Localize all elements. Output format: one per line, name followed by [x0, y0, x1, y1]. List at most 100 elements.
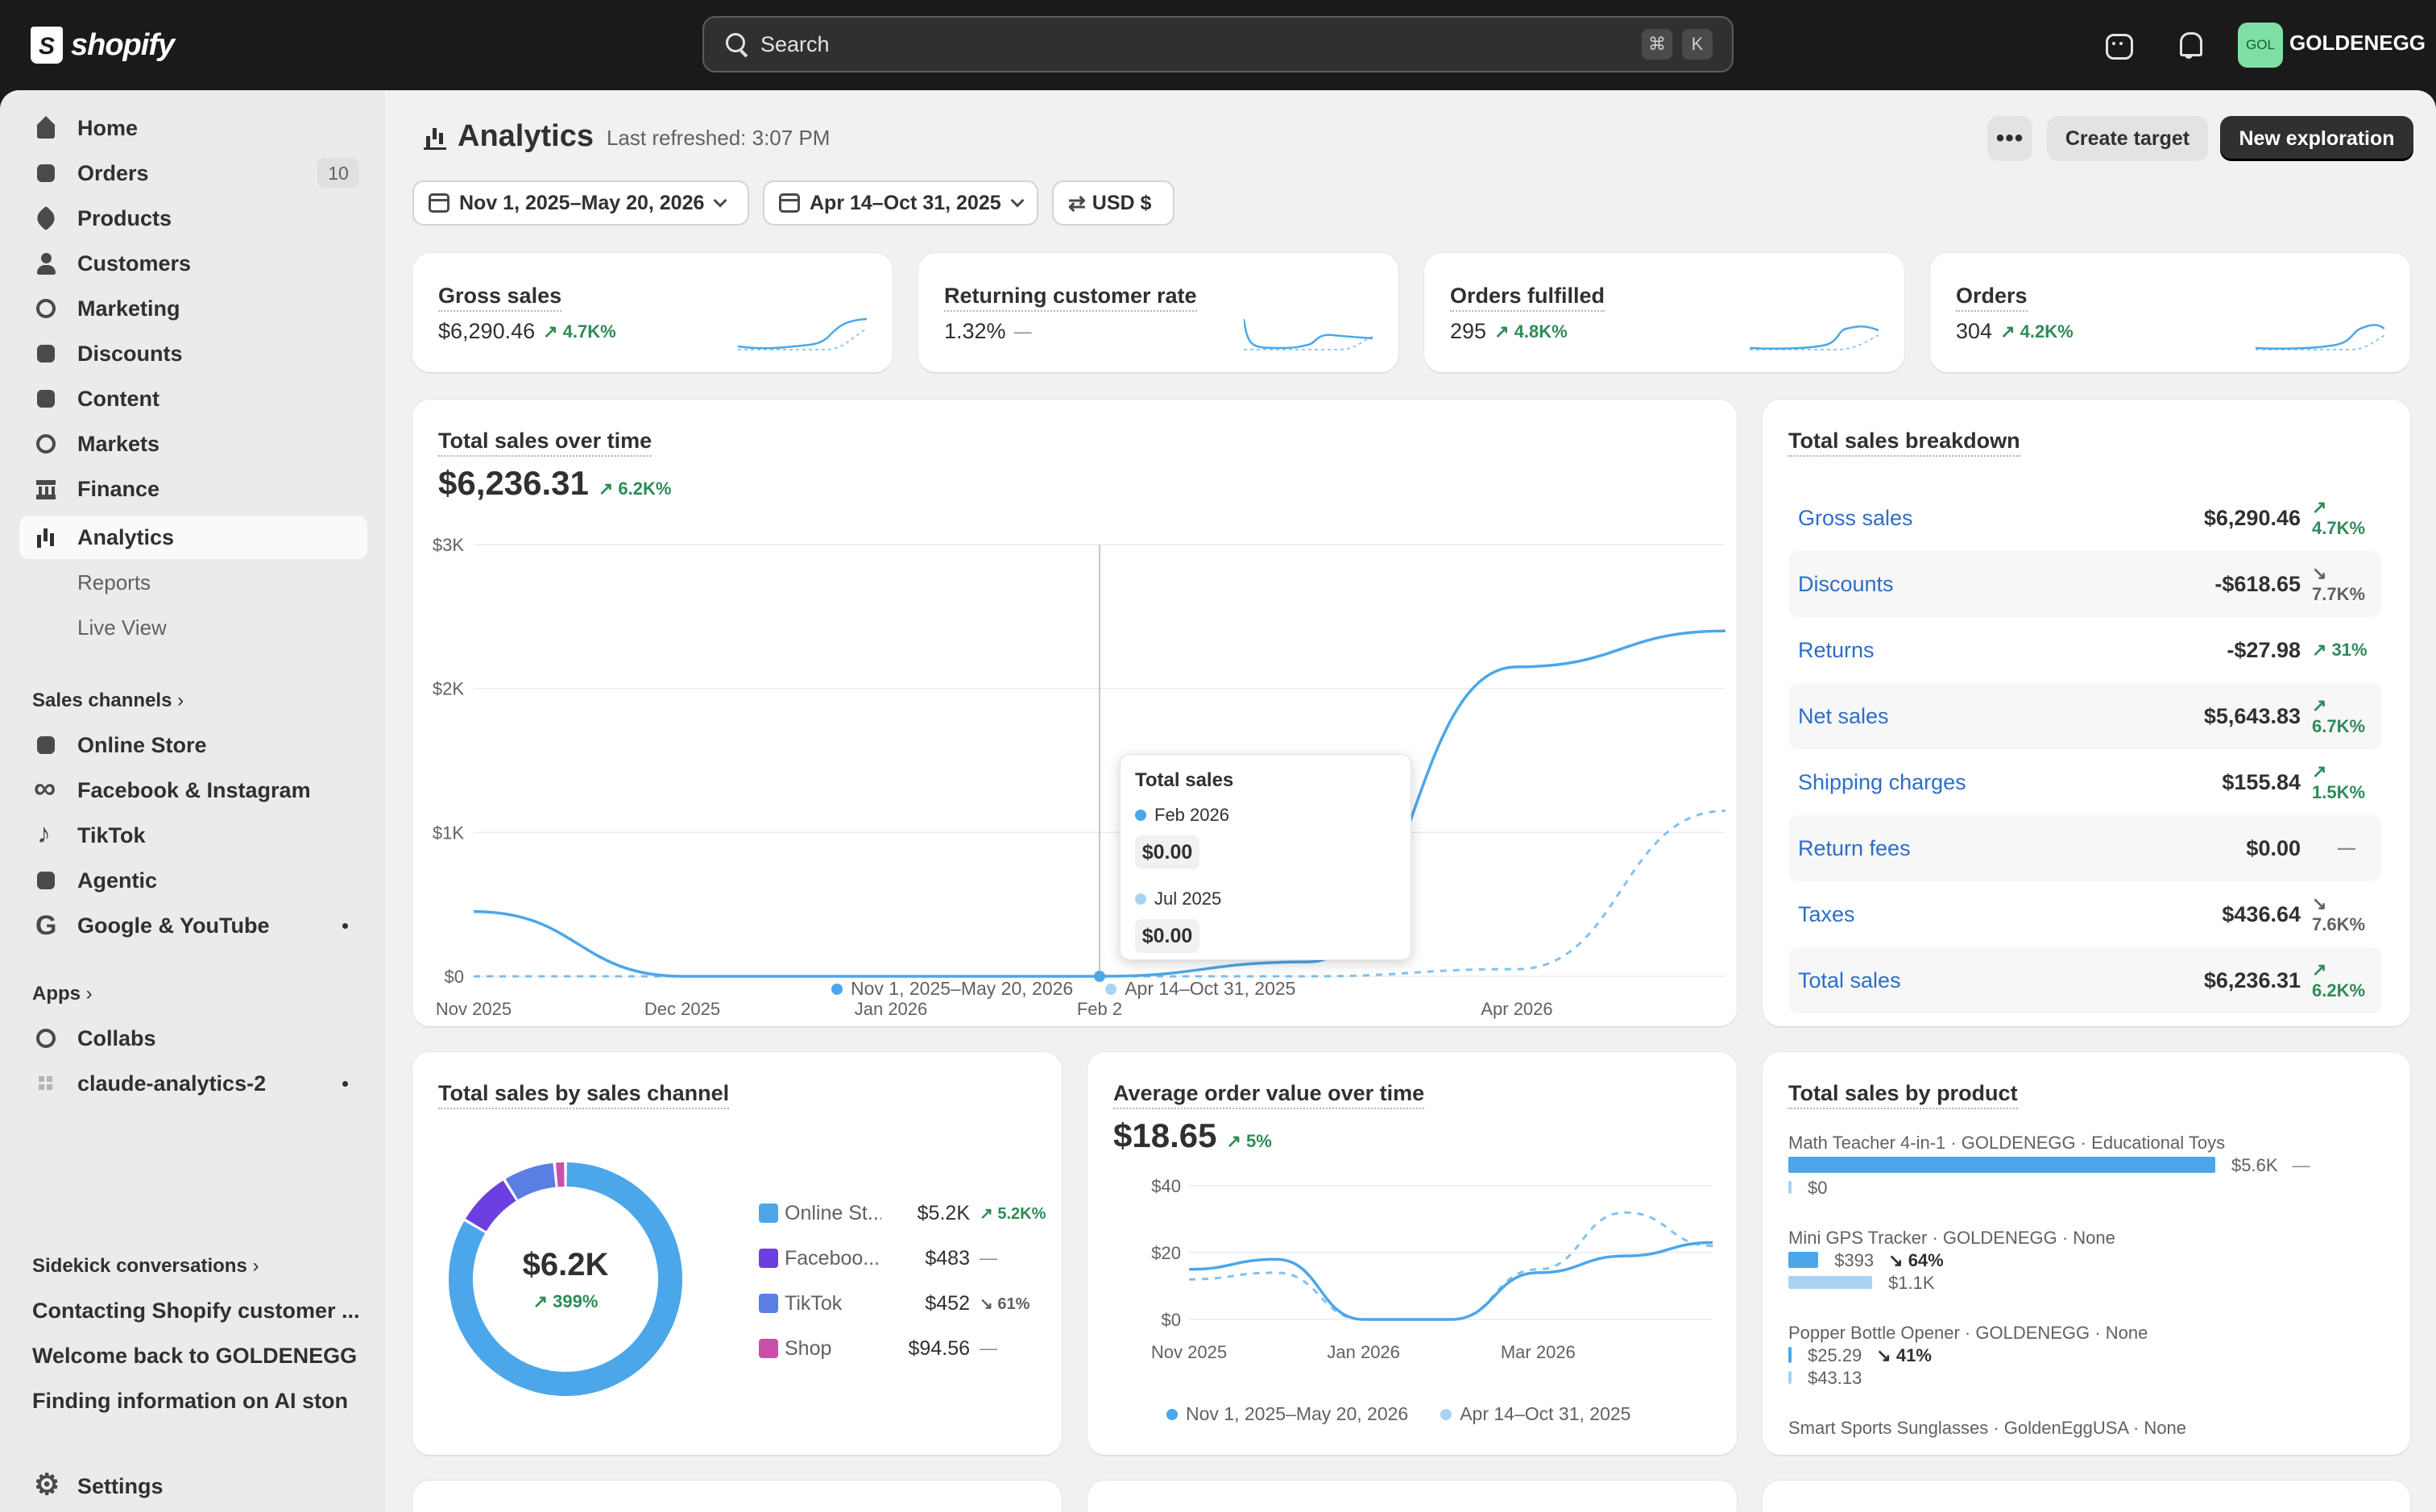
breakdown-label[interactable]: Shipping charges [1798, 769, 1966, 794]
sales-channel-donut-chart[interactable] [412, 1052, 1062, 1455]
product-bar-previous[interactable] [1788, 1276, 1873, 1289]
product-name[interactable]: Math Teacher 4-in-1 · GOLDENEGG · Educat… [1788, 1133, 2226, 1153]
sidebar-item-label: Agentic [77, 868, 158, 893]
legend-current[interactable]: Nov 1, 2025–May 20, 2026 [1186, 1403, 1409, 1424]
sidebar-item-live-view[interactable]: Live View [77, 615, 167, 640]
breakdown-row[interactable]: Gross sales $6,290.46 ↗ 4.7K% [1788, 485, 2381, 551]
card-title[interactable]: Total sales by sales channel [438, 1081, 730, 1109]
analytics-icon [424, 125, 448, 150]
sidebar-item-claude-analytics[interactable]: claude-analytics-2 [19, 1062, 367, 1105]
channel-legend-row[interactable]: Online St... $5.2K ↗ 5.2K% [759, 1197, 1065, 1229]
conversation-item[interactable]: Contacting Shopify customer ... [32, 1299, 360, 1323]
channel-legend-row[interactable]: Shop $94.56 — [759, 1332, 1065, 1365]
breakdown-value: -$27.98 [2227, 637, 2301, 662]
sidebar-item-content[interactable]: Content [19, 377, 367, 420]
breakdown-label[interactable]: Net sales [1798, 703, 1889, 728]
breakdown-label[interactable]: Discounts [1798, 571, 1894, 596]
more-actions-button[interactable]: ••• [1987, 116, 2032, 161]
bell-icon[interactable] [2173, 29, 2206, 61]
kpi-card-returning-customer-rate[interactable]: Returning customer rate 1.32% — [918, 253, 1398, 372]
sidebar-item-products[interactable]: Products [19, 197, 367, 240]
kpi-card-gross-sales[interactable]: Gross sales $6,290.46 ↗ 4.7K% [412, 253, 893, 372]
store-name[interactable]: GOLDENEGG [2289, 31, 2426, 55]
sidebar-item-settings[interactable]: Settings [19, 1464, 367, 1508]
product-bar-previous[interactable] [1788, 1181, 1792, 1194]
product-bar-current[interactable] [1788, 1157, 2215, 1173]
sidebar-item-analytics[interactable]: Analytics [19, 516, 367, 559]
sidebar-item-facebook-instagram[interactable]: Facebook & Instagram [19, 768, 367, 812]
breakdown-row[interactable]: Net sales $5,643.83 ↗ 6.7K% [1788, 683, 2381, 749]
legend-previous[interactable]: Apr 14–Oct 31, 2025 [1125, 978, 1296, 999]
search-input[interactable]: Search [760, 31, 830, 56]
breakdown-label[interactable]: Taxes [1798, 901, 1855, 926]
legend-current[interactable]: Nov 1, 2025–May 20, 2026 [851, 978, 1074, 999]
sidebar-item-agentic[interactable]: Agentic [19, 859, 367, 902]
sidebar-item-reports[interactable]: Reports [77, 570, 151, 594]
sidebar-item-google-youtube[interactable]: Google & YouTube [19, 904, 367, 947]
donut-slice[interactable] [449, 1162, 682, 1396]
channel-legend-row[interactable]: TikTok $452 ↘ 61% [759, 1287, 1065, 1319]
total-sales-line-chart[interactable]: $3K $2K $1K $0 Nov 2025 Dec 2025 Jan 2026 Feb 2… [412, 400, 1737, 1026]
card-title[interactable]: Total sales over time [438, 429, 652, 457]
channel-change: ↘ 61% [980, 1295, 1030, 1313]
card-title[interactable]: Average order value over time [1113, 1081, 1425, 1109]
sidekick-icon[interactable] [2102, 29, 2135, 61]
breakdown-label[interactable]: Returns [1798, 637, 1875, 662]
breakdown-label[interactable]: Gross sales [1798, 505, 1913, 530]
breakdown-row[interactable]: Shipping charges $155.84 ↗ 1.5K% [1788, 749, 2381, 815]
sidebar-item-home[interactable]: Home [19, 106, 367, 150]
legend-previous[interactable]: Apr 14–Oct 31, 2025 [1460, 1403, 1631, 1424]
product-bar-previous[interactable] [1788, 1371, 1792, 1384]
tooltip-current-label: Feb 2026 [1154, 805, 1229, 825]
donut-slice[interactable] [505, 1162, 557, 1200]
conversation-item[interactable]: Welcome back to GOLDENEGG [32, 1344, 358, 1368]
create-target-button[interactable]: Create target [2047, 116, 2208, 161]
sidebar-item-marketing[interactable]: Marketing [19, 287, 367, 330]
sidebar-item-finance[interactable]: Finance [19, 467, 367, 511]
donut-slice[interactable] [465, 1180, 516, 1232]
product-bar-current[interactable] [1788, 1252, 1819, 1268]
kpi-sparkline [1750, 325, 1879, 350]
sidebar-item-orders[interactable]: Orders 10 [19, 151, 367, 195]
breakdown-row[interactable]: Return fees $0.00 — [1788, 815, 2381, 881]
breakdown-row[interactable]: Total sales $6,236.31 ↗ 6.2K% [1788, 947, 2381, 1013]
sidekick-conversations-header[interactable]: Sidekick conversations [32, 1255, 259, 1278]
series-line-current[interactable] [473, 629, 1726, 978]
conversation-item[interactable]: Finding information on AI ston [32, 1389, 348, 1413]
shopify-logo[interactable]: shopify [31, 23, 175, 68]
sidebar-item-collabs[interactable]: Collabs [19, 1017, 367, 1060]
product-value-previous: $0 [1808, 1178, 1828, 1198]
breakdown-label[interactable]: Return fees [1798, 835, 1911, 860]
breakdown-row[interactable]: Returns -$27.98 ↗ 31% [1788, 617, 2381, 683]
date-range-picker[interactable]: Nov 1, 2025–May 20, 2026 [412, 180, 749, 226]
product-bar-current[interactable] [1788, 1347, 1792, 1363]
new-exploration-button[interactable]: New exploration [2220, 116, 2413, 161]
kpi-card-orders-fulfilled[interactable]: Orders fulfilled 295 ↗ 4.8K% [1424, 253, 1904, 372]
search-bar[interactable]: Search ⌘ K [702, 16, 1734, 72]
breakdown-label[interactable]: Total sales [1798, 967, 1901, 992]
sidebar-item-online-store[interactable]: Online Store [19, 723, 367, 767]
product-name[interactable]: Mini GPS Tracker · GOLDENEGG · None [1788, 1228, 2115, 1248]
sidebar-item-discounts[interactable]: Discounts [19, 332, 367, 375]
card-title[interactable]: Total sales breakdown [1788, 429, 2020, 457]
aov-line-chart[interactable]: $40 $20 $0 Nov 2025 Jan 2026 Mar 2026 [1088, 1052, 1737, 1455]
currency-picker[interactable]: ⇄ USD $ [1052, 180, 1174, 226]
kpi-sparkline [738, 317, 867, 350]
series-line-previous[interactable] [1188, 1211, 1713, 1321]
channel-legend-row[interactable]: Faceboo... $483 — [759, 1242, 1065, 1274]
sidebar-item-markets[interactable]: Markets [19, 422, 367, 466]
breakdown-row[interactable]: Taxes $436.64 ↘ 7.6K% [1788, 881, 2381, 947]
product-name[interactable]: Smart Sports Sunglasses · GoldenEggUSA ·… [1788, 1418, 2187, 1438]
series-line-current[interactable] [1188, 1241, 1713, 1321]
product-name[interactable]: Popper Bottle Opener · GOLDENEGG · None [1788, 1323, 2148, 1343]
discount-icon [34, 342, 58, 366]
kpi-card-orders[interactable]: Orders 304 ↗ 4.2K% [1930, 253, 2410, 372]
card-title[interactable]: Total sales by product [1788, 1081, 2018, 1109]
compare-range-picker[interactable]: Apr 14–Oct 31, 2025 [763, 180, 1038, 226]
sidebar-item-customers[interactable]: Customers [19, 242, 367, 285]
breakdown-row[interactable]: Discounts -$618.65 ↘ 7.7K% [1788, 551, 2381, 617]
avatar[interactable]: GOL [2238, 23, 2283, 68]
sales-channels-header[interactable]: Sales channels [32, 690, 184, 712]
apps-header[interactable]: Apps [32, 983, 93, 1005]
sidebar-item-tiktok[interactable]: TikTok [19, 814, 367, 857]
